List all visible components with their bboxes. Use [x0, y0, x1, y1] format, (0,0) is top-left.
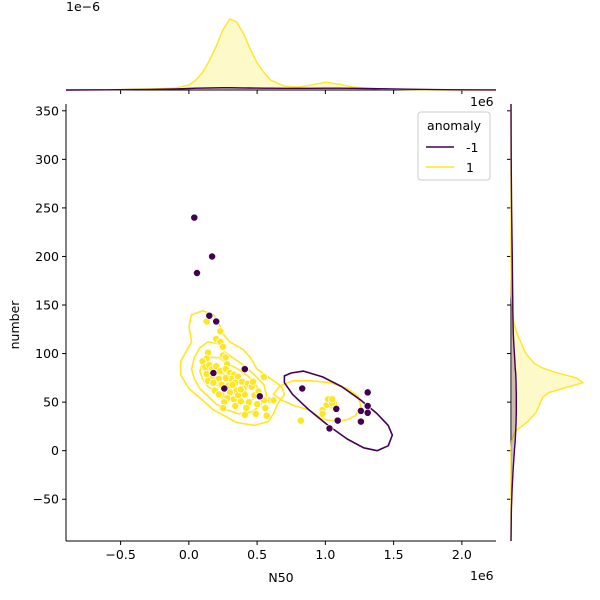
scatter-point-pos1	[249, 377, 257, 386]
scatter-point-neg1	[240, 365, 249, 374]
top-marginal-line-neg1	[65, 87, 497, 91]
right-marginal-kde	[507, 103, 585, 542]
scatter-point-pos1	[262, 411, 271, 420]
right-marginal-line-pos1	[510, 104, 585, 541]
scatter-point-neg1	[363, 408, 372, 417]
scatter-point-neg1	[356, 406, 365, 415]
scatter-point-pos1	[221, 353, 230, 362]
kde-contour-pos1	[179, 310, 286, 427]
scatter-point-pos1	[228, 380, 237, 389]
right-marginal-fill-neg1	[511, 104, 517, 541]
scatter-point-neg1	[205, 311, 214, 320]
x-axis-label: N50	[268, 570, 293, 585]
y-tick-label: 100	[35, 346, 59, 361]
scatter-point-neg1	[325, 424, 334, 433]
scatter-point-neg1	[209, 369, 218, 377]
legend-label-pos1: 1	[466, 160, 474, 175]
y-tick-label: 350	[35, 103, 59, 118]
y-ticks: −50 0 50 100 150 200 250 300 350	[33, 103, 66, 507]
top-marginal-kde	[65, 18, 497, 94]
scatter-point-pos1	[242, 404, 251, 412]
scatter-point-neg1	[220, 384, 229, 393]
scatter-point-pos1	[318, 409, 327, 418]
scatter-point-neg1	[190, 213, 199, 222]
y-axis-label: number	[7, 300, 22, 350]
y-tick-label: 250	[35, 200, 59, 215]
scatter-point-pos1	[259, 372, 268, 381]
x-ticks: −0.5 0.0 0.5 1.0 1.5 2.0	[105, 541, 472, 562]
scatter-point-pos1	[253, 400, 262, 409]
y-tick-label: 300	[35, 152, 59, 167]
scatter-point-pos1	[219, 342, 227, 351]
scatter-point-pos1	[269, 396, 278, 405]
scatter-point-neg1	[333, 416, 342, 425]
x-tick-label: 1.5	[384, 547, 404, 562]
scatter-point-neg1	[255, 392, 264, 401]
x-axis-offset-label: 1e6	[470, 568, 494, 583]
right-marginal-offset-label: 1e6	[470, 94, 494, 109]
scatter-point-pos1	[240, 410, 249, 419]
scatter-point-pos1	[221, 373, 230, 382]
right-marginal-line-neg1	[510, 103, 517, 542]
legend: anomaly -1 1	[417, 111, 491, 181]
y-tick-label: 150	[35, 298, 59, 313]
scatter-point-neg1	[363, 388, 372, 397]
x-tick-label: 0.0	[179, 547, 199, 562]
scatter-point-pos1	[296, 416, 305, 425]
main-axes	[65, 104, 496, 542]
kde-contour-pos1	[272, 380, 362, 423]
scatter-point-pos1	[231, 402, 240, 410]
scatter-point-neg1	[193, 269, 201, 277]
legend-label-neg1: -1	[466, 140, 478, 155]
scatter-point-pos1	[251, 409, 260, 418]
scatter-point-pos1	[328, 395, 337, 404]
kde-contour-neg1	[283, 370, 394, 452]
scatter-point-pos1	[216, 327, 225, 336]
scatter-point-neg1	[212, 317, 221, 326]
scatter-point-pos1	[261, 404, 270, 412]
scatter-point-neg1	[356, 417, 365, 426]
legend-frame	[417, 111, 491, 181]
y-tick-label: 0	[51, 443, 59, 458]
x-tick-label: 1.0	[315, 547, 335, 562]
scatter-point-neg1	[332, 404, 341, 413]
x-tick-label: 2.0	[452, 547, 472, 562]
top-marginal-offset-label: 1e−6	[66, 0, 100, 14]
scatter-points	[190, 213, 372, 433]
x-tick-label: 0.5	[247, 547, 267, 562]
scatter-point-neg1	[208, 252, 217, 261]
scatter-point-pos1	[214, 390, 223, 399]
scatter-point-neg1	[298, 384, 307, 393]
scatter-point-pos1	[236, 385, 245, 394]
y-tick-label: 50	[43, 395, 59, 410]
legend-title: anomaly	[427, 118, 482, 133]
scatter-point-neg1	[363, 402, 372, 410]
scatter-point-pos1	[219, 404, 227, 412]
y-tick-label: 200	[35, 249, 59, 264]
scatter-point-pos1	[202, 370, 211, 378]
x-tick-label: −0.5	[105, 547, 135, 562]
scatter-point-pos1	[209, 378, 218, 387]
y-tick-label: −50	[33, 492, 59, 507]
main-plot: −0.5 0.0 0.5 1.0 1.5 2.0 −50 0 50 100 150 200 250 30…	[33, 103, 496, 562]
